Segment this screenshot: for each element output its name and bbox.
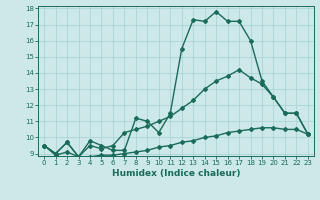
X-axis label: Humidex (Indice chaleur): Humidex (Indice chaleur)	[112, 169, 240, 178]
